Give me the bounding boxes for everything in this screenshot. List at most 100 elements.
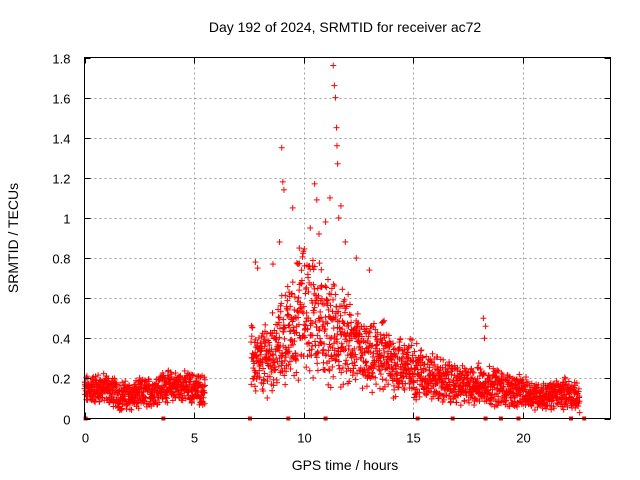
data-point <box>322 319 329 326</box>
data-point <box>309 257 316 264</box>
data-point <box>185 370 192 377</box>
data-point <box>95 372 102 379</box>
data-point-peak <box>334 160 341 167</box>
y-tick-label: 0.8 <box>52 252 70 267</box>
data-point <box>289 318 296 325</box>
data-point <box>285 361 292 368</box>
data-point <box>302 286 309 293</box>
data-point <box>390 340 397 347</box>
data-point <box>201 374 208 381</box>
data-point <box>113 381 120 388</box>
x-axis-label: GPS time / hours <box>292 457 399 473</box>
data-point <box>277 308 284 315</box>
data-point <box>91 398 98 405</box>
data-point-peak <box>316 230 323 237</box>
data-point <box>409 336 416 343</box>
data-point <box>404 360 411 367</box>
data-point <box>407 357 414 364</box>
data-point <box>317 308 324 315</box>
data-point <box>252 369 259 376</box>
data-point <box>339 326 346 333</box>
data-point <box>457 402 464 409</box>
data-point <box>135 405 142 412</box>
data-point <box>111 376 118 383</box>
data-point <box>434 363 441 370</box>
data-point <box>385 381 392 388</box>
data-point <box>315 292 322 299</box>
data-point <box>314 367 321 374</box>
data-point <box>387 371 394 378</box>
data-point <box>251 383 258 390</box>
data-point <box>136 374 143 381</box>
data-point <box>429 350 436 357</box>
data-point <box>325 306 332 313</box>
data-point <box>260 376 267 383</box>
chart-title: Day 192 of 2024, SRMTID for receiver ac7… <box>209 19 482 35</box>
data-point <box>393 350 400 357</box>
y-axis-label: SRMTID / TECUs <box>5 183 21 293</box>
data-point <box>292 350 299 357</box>
data-point <box>339 286 346 293</box>
y-tick-label: 0 <box>63 413 70 428</box>
data-point <box>352 362 359 369</box>
data-point <box>281 335 288 342</box>
data-point <box>201 376 208 383</box>
data-point <box>172 369 179 376</box>
y-tick-label: 1.2 <box>52 172 70 187</box>
data-point <box>295 294 302 301</box>
data-point <box>354 320 361 327</box>
data-point <box>335 308 342 315</box>
data-point <box>325 381 332 388</box>
data-point <box>266 342 273 349</box>
data-point <box>291 294 298 301</box>
data-point <box>382 366 389 373</box>
data-point <box>252 387 259 394</box>
data-point <box>326 367 333 374</box>
data-point <box>329 308 336 315</box>
data-point <box>403 366 410 373</box>
data-point <box>338 369 345 376</box>
data-point <box>308 346 315 353</box>
data-point-peak <box>311 180 318 187</box>
data-point <box>284 311 291 318</box>
data-point <box>320 321 327 328</box>
data-point <box>351 345 358 352</box>
data-point <box>398 356 405 363</box>
data-point <box>423 353 430 360</box>
data-point <box>346 311 353 318</box>
data-points <box>81 62 587 421</box>
data-point-peak <box>480 315 487 322</box>
data-point <box>141 377 148 384</box>
data-point <box>354 310 361 317</box>
data-point <box>271 359 278 366</box>
data-point <box>295 314 302 321</box>
data-point <box>369 389 376 396</box>
data-point <box>156 399 163 406</box>
data-point-peak <box>254 265 261 272</box>
y-tick-label: 0.4 <box>52 332 70 347</box>
data-point <box>289 279 296 286</box>
y-tick-label: 1.6 <box>52 92 70 107</box>
data-point <box>291 338 298 345</box>
data-point-peak <box>296 245 303 252</box>
data-point <box>380 354 387 361</box>
data-point <box>370 350 377 357</box>
data-point <box>363 358 370 365</box>
x-tick-label: 5 <box>191 431 198 446</box>
data-point <box>250 365 257 372</box>
data-point <box>411 348 418 355</box>
data-point <box>303 364 310 371</box>
data-point <box>435 395 442 402</box>
data-point <box>202 382 209 389</box>
data-point <box>576 409 583 416</box>
data-point <box>332 291 339 298</box>
data-point <box>384 358 391 365</box>
data-point <box>397 335 404 342</box>
data-point <box>379 376 386 383</box>
data-point <box>353 356 360 363</box>
data-point <box>301 245 308 252</box>
data-point <box>396 344 403 351</box>
data-point <box>376 347 383 354</box>
data-point <box>200 394 207 401</box>
data-point <box>287 358 294 365</box>
